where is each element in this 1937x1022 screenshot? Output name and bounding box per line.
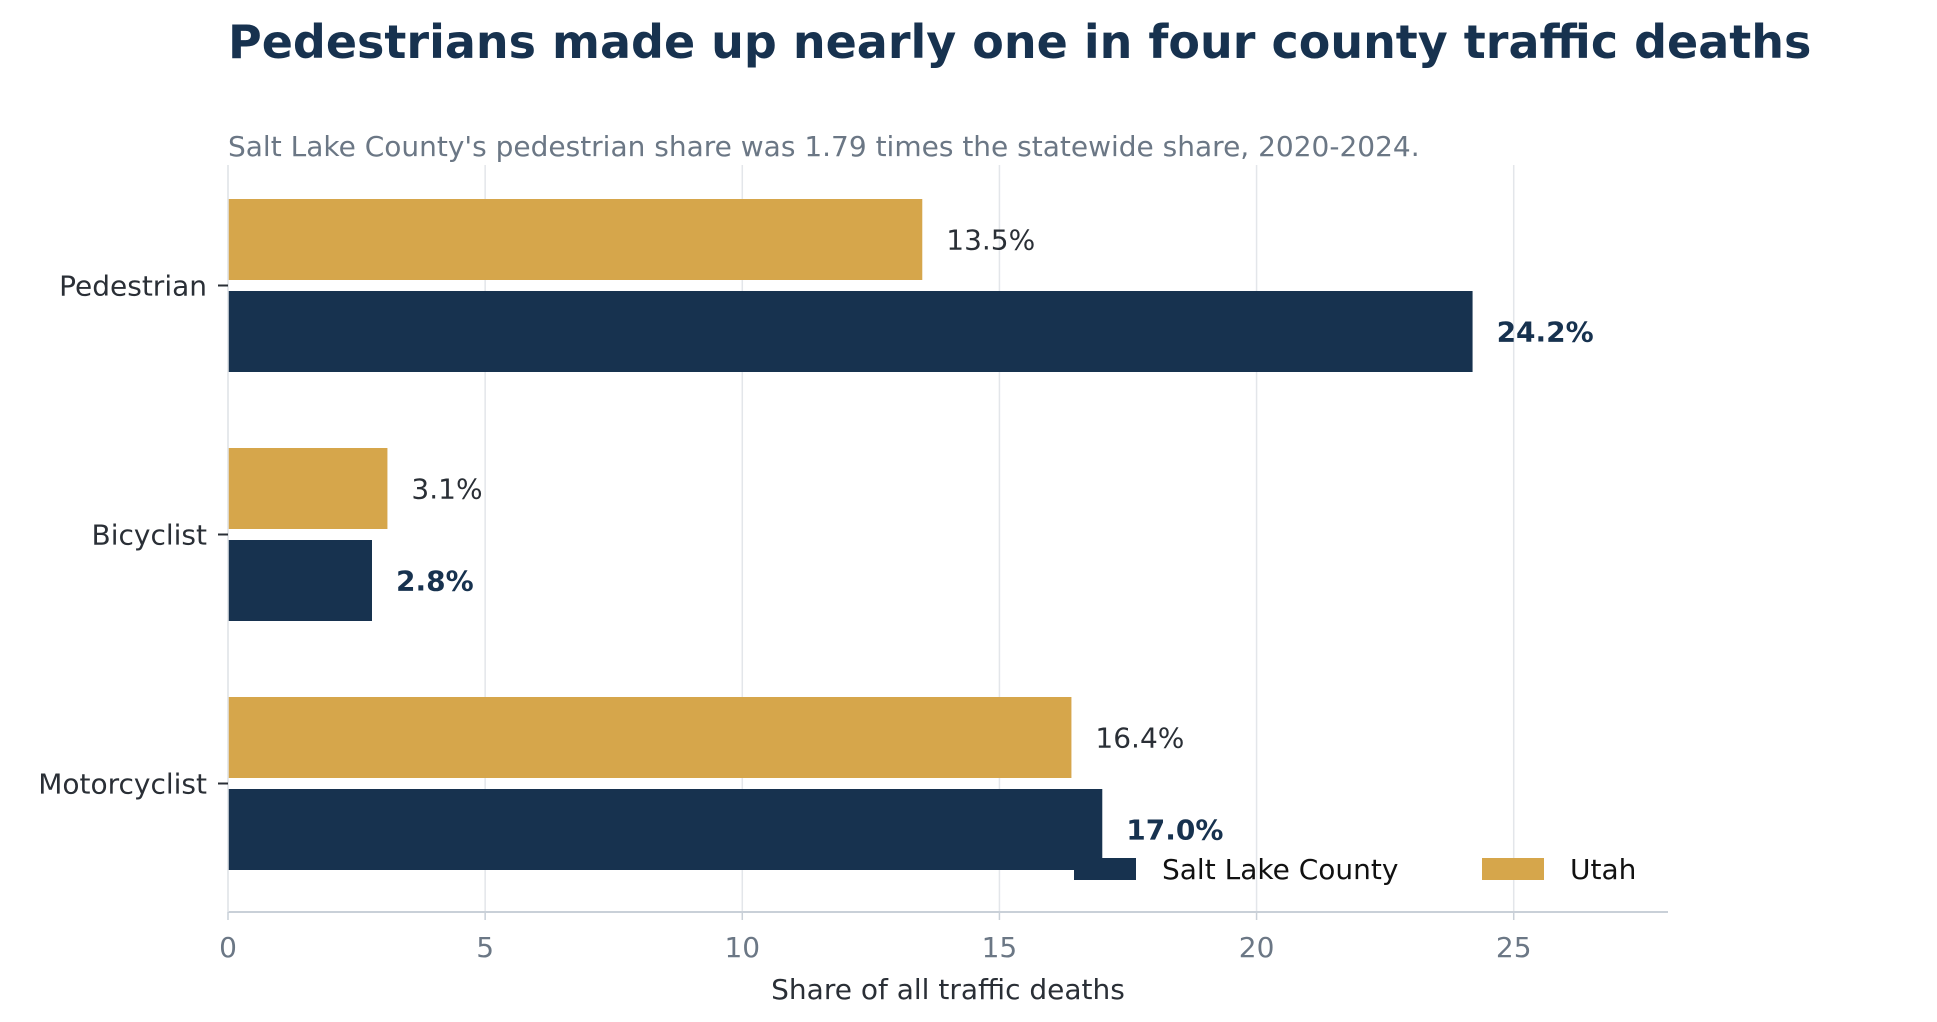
axes: 0 5 10 15 20 25 Pedestrian Bicyclist Motorcyclis… [38,165,1668,964]
data-label-slc: 2.8% [396,565,474,598]
bars: 13.5% 24.2% 3.1% 2.8% 16.4% 17.0% [228,199,1594,870]
legend-swatch [1074,858,1136,880]
data-label-utah: 13.5% [946,224,1035,257]
x-tick-label: 5 [476,931,494,964]
x-tick-label: 0 [219,931,237,964]
bar-slc-bicyclist [228,540,372,621]
data-label-utah: 3.1% [411,473,482,506]
legend: Salt Lake County Utah [1074,853,1636,886]
chart-subtitle: Salt Lake County's pedestrian share was … [228,130,1420,163]
x-tick-label: 10 [724,931,760,964]
data-label-slc: 17.0% [1126,814,1223,847]
category-label: Pedestrian [59,270,207,303]
legend-label: Salt Lake County [1162,853,1398,886]
bar-utah-bicyclist [228,448,388,529]
category-label: Bicyclist [92,519,207,552]
bar-utah-pedestrian [228,199,923,280]
data-label-slc: 24.2% [1497,316,1594,349]
x-tick-label: 15 [982,931,1018,964]
chart-title: Pedestrians made up nearly one in four c… [228,15,1811,69]
category-label: Motorcyclist [38,768,207,801]
legend-swatch [1482,858,1544,880]
data-label-utah: 16.4% [1095,722,1184,755]
bar-utah-motorcyclist [228,697,1072,778]
x-tick-label: 20 [1239,931,1275,964]
x-tick-label: 25 [1496,931,1532,964]
bar-slc-motorcyclist [228,789,1103,870]
legend-label: Utah [1570,853,1636,886]
bar-slc-pedestrian [228,291,1473,372]
x-axis-label: Share of all traffic deaths [771,973,1125,1006]
